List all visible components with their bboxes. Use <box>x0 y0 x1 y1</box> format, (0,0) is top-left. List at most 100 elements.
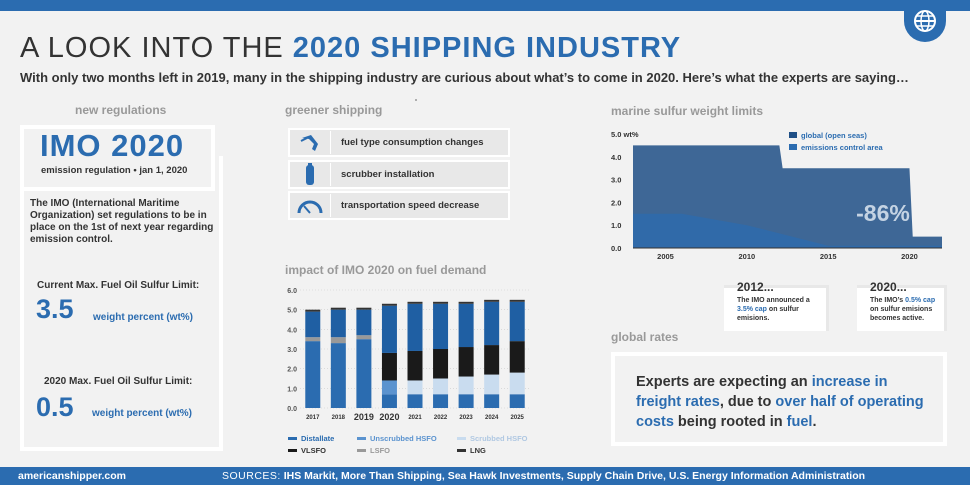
reduction-annotation: -86% <box>856 200 910 226</box>
note-2012-frame <box>724 285 829 331</box>
separator <box>330 163 331 186</box>
current-limit-value: 3.5 <box>36 294 74 324</box>
x-tick-label: 2021 <box>408 415 422 421</box>
legend-label: Unscrubbed HSFO <box>370 434 437 443</box>
bar-segment <box>407 380 423 395</box>
bar-segment <box>305 309 321 312</box>
bar-segment <box>484 374 500 395</box>
separator <box>330 131 331 154</box>
future-limit-value: 0.5 <box>36 392 74 422</box>
legend-label: global (open seas) <box>801 131 867 140</box>
bar-segment <box>433 378 449 395</box>
legend-lng: LNG <box>457 446 486 455</box>
page-title: A LOOK INTO THE 2020 SHIPPING INDUSTRY <box>20 32 681 65</box>
footer: americanshipper.com SOURCES: IHS Markit,… <box>0 467 970 485</box>
separator <box>330 194 331 217</box>
greener-item-label: scrubber installation <box>341 169 435 180</box>
imo-sub-sep: • <box>133 165 137 176</box>
imo-subtitle: emission regulation • jan 1, 2020 <box>41 165 187 176</box>
legend-swatch <box>357 449 366 452</box>
bar-segment <box>407 303 423 351</box>
bar-segment <box>305 341 321 408</box>
note-2012-pre: The IMO announced a <box>737 297 810 304</box>
bar-segment <box>356 339 372 408</box>
bar-segment <box>458 301 474 304</box>
legend-label: emissions control area <box>801 143 884 152</box>
footer-sources-list: IHS Markit, More Than Shipping, Sea Hawk… <box>283 470 866 482</box>
bar-segment <box>381 380 397 395</box>
legend-unscrubbed: Unscrubbed HSFO <box>357 434 437 443</box>
bar-segment <box>484 299 500 302</box>
current-limit-unit: weight percent (wt%) <box>93 312 194 323</box>
bar-segment <box>356 335 372 340</box>
logo-badge[interactable] <box>904 0 946 42</box>
greener-item-fuel: fuel type consumption changes <box>288 128 510 157</box>
current-limit-label: Current Max. Fuel Oil Sulfur Limit: <box>37 280 200 291</box>
title-prefix: A LOOK INTO THE <box>20 32 293 64</box>
bar-segment <box>330 337 346 344</box>
note-2020-title: 2020... <box>870 280 907 294</box>
note-2012-title: 2012... <box>737 280 774 294</box>
footer-site-link[interactable]: americanshipper.com <box>18 470 126 482</box>
legend-swatch <box>357 437 366 440</box>
legend-swatch <box>457 437 466 440</box>
bar-segment <box>381 352 397 381</box>
y-tick-label: 5.0 wt% <box>611 130 639 139</box>
imo-sub-a: emission regulation <box>41 165 131 176</box>
imo-description: The IMO (International Maritime Organiza… <box>30 198 214 245</box>
greener-item-label: transportation speed decrease <box>341 200 480 211</box>
bar-segment <box>433 303 449 349</box>
y-tick-label: 4.0 <box>287 327 297 334</box>
bar-segment <box>458 376 474 395</box>
page-subtitle: With only two months left in 2019, many … <box>20 70 909 85</box>
rates-t2: increase in freight rates <box>636 374 888 410</box>
y-tick-label: 3.0 <box>611 176 621 185</box>
bar-segment <box>381 303 397 306</box>
legend-swatch <box>288 449 297 452</box>
title-highlight: 2020 SHIPPING INDUSTRY <box>292 32 682 64</box>
new-regulations-label: new regulations <box>75 103 167 117</box>
rates-t4: over half of operating costs <box>636 394 924 430</box>
legend-swatch <box>789 144 797 150</box>
speedometer-icon <box>290 197 330 215</box>
x-tick-label: 2020 <box>379 412 399 422</box>
note-2020-text: The IMO’s 0.5% cap on sulfur emisions be… <box>870 296 945 323</box>
note-2020-post: on sulfur emisions becomes active. <box>870 306 933 322</box>
note-2020-frame <box>857 285 947 331</box>
x-tick-label: 2019 <box>354 412 374 422</box>
fuel-demand-label: impact of IMO 2020 on fuel demand <box>285 263 487 277</box>
rates-t7: . <box>812 414 817 430</box>
future-limit-label: 2020 Max. Fuel Oil Sulfur Limit: <box>44 376 193 387</box>
bar-segment <box>330 343 346 408</box>
bar-segment <box>509 301 525 342</box>
future-limit-unit: weight percent (wt%) <box>92 408 193 419</box>
bar-segment <box>484 301 500 346</box>
y-tick-label: 2.0 <box>611 198 621 207</box>
bar-segment <box>381 305 397 353</box>
bar-segment <box>509 341 525 373</box>
bar-segment <box>458 303 474 348</box>
decorative-dot <box>415 99 417 101</box>
greener-item-scrubber: scrubber installation <box>288 160 510 189</box>
legend-label: Distallate <box>301 434 335 443</box>
global-rates-frame <box>611 352 947 446</box>
greener-shipping-label: greener shipping <box>285 103 383 117</box>
bar-segment <box>458 394 474 408</box>
y-tick-label: 4.0 <box>611 153 621 162</box>
note-2020-pre: The IMO’s <box>870 297 906 304</box>
y-tick-label: 6.0 <box>287 288 297 295</box>
bar-segment <box>407 301 423 304</box>
rates-t6: fuel <box>786 414 813 430</box>
imo-sub-b: jan 1, 2020 <box>139 165 188 176</box>
imo-title: IMO 2020 <box>40 128 185 163</box>
x-tick-label: 2024 <box>485 415 499 421</box>
legend-swatch <box>789 132 797 138</box>
footer-sources: SOURCES: IHS Markit, More Than Shipping,… <box>222 470 865 482</box>
regulations-frame <box>20 156 223 451</box>
bar-segment <box>356 309 372 336</box>
y-tick-label: 0.0 <box>611 244 621 253</box>
x-tick-label: 2010 <box>738 252 755 261</box>
bar-segment <box>407 350 423 381</box>
legend-swatch <box>288 437 297 440</box>
sulfur-limits-label: marine sulfur weight limits <box>611 104 764 118</box>
